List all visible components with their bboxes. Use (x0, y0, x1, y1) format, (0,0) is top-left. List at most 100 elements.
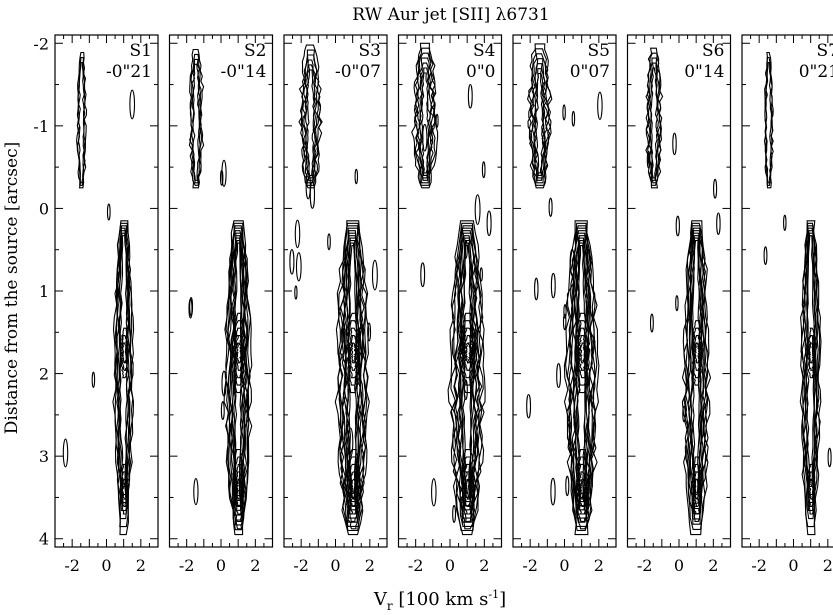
contour-noise (672, 132, 677, 156)
x-tick-label: 0 (788, 556, 798, 575)
panel-offset-label: -0"14 (220, 62, 266, 82)
contour-knot (345, 449, 362, 530)
contour-blue-lobe (411, 42, 439, 189)
contour-knot (120, 327, 129, 379)
contour-noise (289, 248, 295, 275)
contour-knot (807, 327, 817, 379)
contour-noise (452, 504, 457, 523)
x-tick-label: 2 (365, 556, 375, 575)
contour-red-lobe (334, 220, 370, 536)
contour-noise (534, 277, 539, 301)
contours (289, 44, 378, 536)
x-tick-label: 2 (823, 556, 833, 575)
contour-red-lobe (224, 222, 252, 531)
contour-blue-lobe (533, 68, 546, 176)
contour-knot (691, 456, 703, 522)
contour-noise (479, 267, 483, 282)
contour-red-lobe (119, 235, 128, 488)
panel-name-label: S2 (244, 41, 266, 61)
contour-noise (431, 478, 437, 507)
panel-name-label: S4 (473, 41, 495, 61)
contour-noise (649, 313, 654, 333)
contour-noise (327, 233, 331, 251)
panel-frame (168, 34, 274, 548)
contour-noise (221, 159, 227, 187)
contour-knot (578, 335, 587, 371)
contour-knot (234, 463, 244, 515)
x-tick-label: -2 (293, 556, 309, 575)
x-tick-label: 2 (708, 556, 718, 575)
contour-red-lobe (450, 222, 485, 532)
contour-knot (464, 471, 473, 508)
contour-noise (548, 197, 553, 217)
contour-blue-lobe (648, 57, 661, 184)
contour-noise (106, 203, 111, 221)
panel-s6: -2 0 2 S60"14 (626, 34, 732, 575)
contour-knot (461, 456, 476, 522)
contour-knot (350, 342, 357, 364)
contour-knot (574, 312, 591, 394)
contour-red-lobe (805, 232, 817, 496)
contour-blue-lobe (414, 52, 436, 184)
panel-offset-label: -0"21 (106, 62, 152, 82)
contour-knot (807, 463, 816, 515)
panels-group: -2 0 2 -2 -1 0 1 2 3 4 S1-0"21 -2 0 2 S2-0"14 -2 0 2 S3-0"… (33, 34, 833, 575)
contour-blue-lobe (535, 73, 544, 174)
contour-noise (357, 343, 363, 371)
x-tick-label: 2 (136, 556, 146, 575)
contour-noise (571, 110, 576, 127)
contour-noise (526, 393, 532, 419)
contour-knot (463, 335, 473, 371)
panel-name-label: S6 (702, 41, 724, 61)
contour-red-lobe (681, 220, 712, 536)
panel-frame (626, 34, 732, 548)
contour-noise (62, 438, 69, 468)
contour-noise (294, 285, 298, 300)
contour-blue-lobe (764, 56, 773, 186)
contour-knot (574, 449, 590, 530)
x-axis-label-main: V (373, 589, 388, 610)
x-axis-label-close: ] (499, 589, 506, 610)
contour-noise (221, 370, 227, 397)
contour-noise (713, 178, 718, 199)
y-tick-label: -2 (33, 34, 49, 53)
contour-blue-lobe (416, 57, 435, 181)
contour-knot (347, 456, 361, 522)
x-tick-label: 0 (216, 556, 226, 575)
x-axis-label-rest: [100 km s (393, 589, 489, 610)
panel-offset-label: 0"14 (684, 62, 724, 82)
contour-noise (562, 313, 567, 331)
x-tick-label: 2 (594, 556, 604, 575)
contour-red-lobe (341, 232, 364, 515)
contour-red-lobe (802, 227, 818, 512)
contour-blue-lobe (306, 69, 315, 176)
contour-red-lobe (113, 222, 134, 528)
panel-name-label: S5 (588, 41, 610, 61)
contour-noise (193, 478, 199, 506)
contour-noise (682, 405, 686, 423)
contour-noise (565, 475, 570, 497)
contour-red-lobe (450, 225, 483, 527)
contour-red-lobe (799, 220, 822, 536)
contour-noise (91, 371, 96, 388)
contour-noise (597, 91, 603, 120)
contour-knot (120, 463, 129, 515)
contour-red-lobe (345, 240, 360, 503)
contour-noise (129, 89, 136, 120)
contour-noise (563, 304, 567, 319)
contour-red-lobe (689, 235, 703, 504)
contour-blue-lobe (421, 72, 430, 174)
contour-knot (575, 320, 589, 386)
contour-knot (121, 471, 129, 508)
x-tick-label: -2 (64, 556, 80, 575)
contour-knot (460, 320, 475, 386)
contour-blue-lobe (191, 58, 201, 184)
x-tick-label: 0 (674, 556, 684, 575)
contour-noise (347, 427, 354, 457)
contour-knot (232, 449, 246, 530)
contour-noise (675, 295, 679, 312)
y-tick-label: -1 (33, 117, 49, 136)
x-tick-label: -2 (522, 556, 538, 575)
panel-name-label: S3 (359, 41, 381, 61)
x-axis-label-sup: -1 (488, 588, 499, 601)
